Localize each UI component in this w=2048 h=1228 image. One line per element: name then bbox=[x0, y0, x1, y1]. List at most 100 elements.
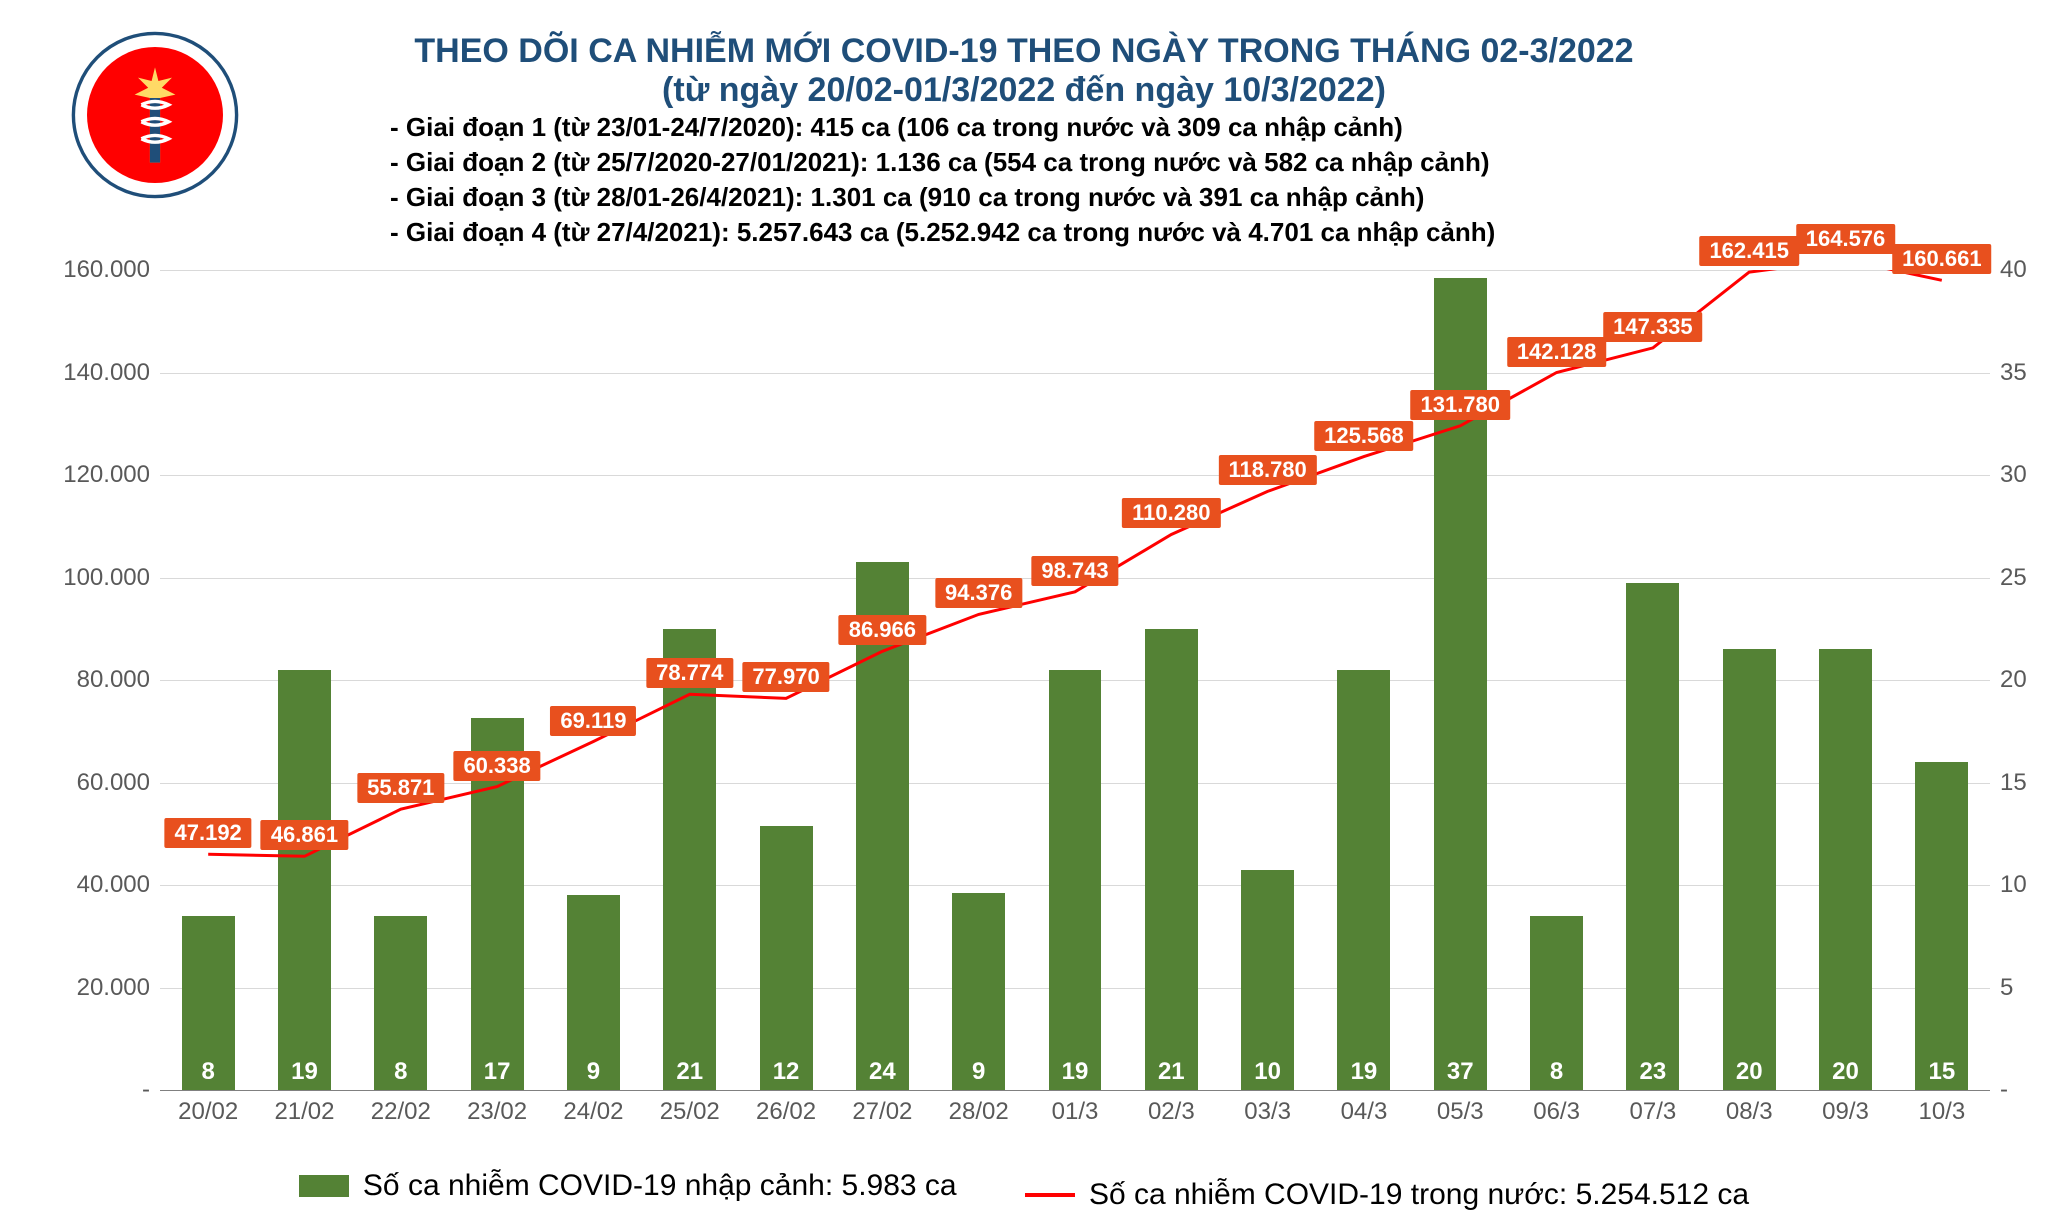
bar-value-label: 10 bbox=[1241, 1058, 1294, 1086]
y-right-tick-label: 10 bbox=[2000, 871, 2027, 899]
chart-plot-area: -20.00040.00060.00080.000100.000120.0001… bbox=[160, 270, 1990, 1090]
line-value-label: 164.576 bbox=[1796, 224, 1896, 254]
bar-value-label: 20 bbox=[1723, 1058, 1776, 1086]
bar-series: 8 19 8 17 9 21 12 24 9 19 21 10 19 37 8 23 20 20 15 bbox=[160, 270, 1990, 1090]
bar-value-label: 19 bbox=[1337, 1058, 1390, 1086]
y-left-tick-label: 120.000 bbox=[63, 461, 150, 489]
line-value-label: 160.661 bbox=[1892, 244, 1992, 274]
x-tick-label: 06/3 bbox=[1533, 1098, 1580, 1126]
x-tick-label: 08/3 bbox=[1726, 1098, 1773, 1126]
line-value-label: 147.335 bbox=[1603, 312, 1703, 342]
bar: 10 bbox=[1241, 870, 1294, 1090]
legend-bar-label: Số ca nhiễm COVID-19 nhập cảnh: 5.983 ca bbox=[363, 1169, 957, 1203]
line-value-label: 77.970 bbox=[742, 662, 829, 692]
legend-swatch-bar bbox=[299, 1175, 349, 1197]
line-value-label: 125.568 bbox=[1314, 421, 1414, 451]
x-tick-label: 01/3 bbox=[1052, 1098, 1099, 1126]
summary-note-line: - Giai đoạn 3 (từ 28/01-26/4/2021): 1.30… bbox=[390, 180, 1495, 215]
summary-note-line: - Giai đoạn 2 (từ 25/7/2020-27/01/2021):… bbox=[390, 145, 1495, 180]
bar-value-label: 21 bbox=[1145, 1058, 1198, 1086]
bar: 8 bbox=[182, 916, 235, 1090]
bar-value-label: 9 bbox=[567, 1058, 620, 1086]
x-tick-label: 24/02 bbox=[563, 1098, 623, 1126]
line-value-label: 55.871 bbox=[357, 773, 444, 803]
bar: 8 bbox=[374, 916, 427, 1090]
bar: 19 bbox=[1049, 670, 1102, 1090]
bar: 20 bbox=[1819, 649, 1872, 1090]
bar: 20 bbox=[1723, 649, 1776, 1090]
x-tick-label: 09/3 bbox=[1822, 1098, 1869, 1126]
line-value-label: 69.119 bbox=[550, 706, 636, 736]
line-value-label: 86.966 bbox=[839, 615, 926, 645]
line-value-label: 46.861 bbox=[261, 820, 348, 850]
summary-note-line: - Giai đoạn 4 (từ 27/4/2021): 5.257.643 … bbox=[390, 215, 1495, 250]
y-left-tick-label: 160.000 bbox=[63, 256, 150, 284]
chart-title-line2: (từ ngày 20/02-01/3/2022 đến ngày 10/3/2… bbox=[0, 71, 2048, 110]
y-right-tick-label: 40 bbox=[2000, 256, 2027, 284]
y-right-tick-label: 35 bbox=[2000, 359, 2027, 387]
line-value-label: 118.780 bbox=[1218, 455, 1316, 485]
bar-value-label: 37 bbox=[1434, 1058, 1487, 1086]
bar-value-label: 17 bbox=[471, 1058, 524, 1086]
bar-value-label: 9 bbox=[952, 1058, 1005, 1086]
bar: 23 bbox=[1626, 583, 1679, 1090]
line-value-label: 131.780 bbox=[1410, 390, 1510, 420]
y-left-tick-label: 140.000 bbox=[63, 359, 150, 387]
x-tick-label: 28/02 bbox=[949, 1098, 1009, 1126]
line-value-label: 162.415 bbox=[1699, 236, 1799, 266]
chart-title-line1: THEO DÕI CA NHIỄM MỚI COVID-19 THEO NGÀY… bbox=[0, 32, 2048, 71]
y-right-tick-label: 30 bbox=[2000, 461, 2027, 489]
chart-legend: Số ca nhiễm COVID-19 nhập cảnh: 5.983 ca… bbox=[0, 1169, 2048, 1212]
x-tick-label: 03/3 bbox=[1244, 1098, 1291, 1126]
line-value-label: 78.774 bbox=[646, 658, 733, 688]
x-tick-label: 04/3 bbox=[1341, 1098, 1388, 1126]
line-value-label: 110.280 bbox=[1122, 498, 1220, 528]
bar-value-label: 23 bbox=[1626, 1058, 1679, 1086]
chart-baseline bbox=[160, 1090, 1990, 1091]
x-tick-label: 05/3 bbox=[1437, 1098, 1484, 1126]
bar-value-label: 12 bbox=[760, 1058, 813, 1086]
legend-item-bars: Số ca nhiễm COVID-19 nhập cảnh: 5.983 ca bbox=[299, 1169, 957, 1203]
y-right-tick-label: 15 bbox=[2000, 769, 2027, 797]
line-value-label: 60.338 bbox=[453, 751, 540, 781]
y-left-tick-label: 60.000 bbox=[77, 769, 150, 797]
bar: 9 bbox=[567, 895, 620, 1090]
x-tick-label: 02/3 bbox=[1148, 1098, 1195, 1126]
y-right-tick-label: - bbox=[2000, 1076, 2008, 1104]
bar: 21 bbox=[1145, 629, 1198, 1090]
bar-value-label: 8 bbox=[182, 1058, 235, 1086]
bar: 12 bbox=[760, 826, 813, 1090]
bar-value-label: 21 bbox=[663, 1058, 716, 1086]
y-right-tick-label: 25 bbox=[2000, 564, 2027, 592]
y-axis-left: -20.00040.00060.00080.000100.000120.0001… bbox=[60, 270, 150, 1090]
summary-note-line: - Giai đoạn 1 (từ 23/01-24/7/2020): 415 … bbox=[390, 110, 1495, 145]
y-left-tick-label: 40.000 bbox=[77, 871, 150, 899]
x-tick-label: 27/02 bbox=[852, 1098, 912, 1126]
x-tick-label: 10/3 bbox=[1918, 1098, 1965, 1126]
x-tick-label: 23/02 bbox=[467, 1098, 527, 1126]
legend-line-label: Số ca nhiễm COVID-19 trong nước: 5.254.5… bbox=[1089, 1178, 1749, 1212]
line-value-label: 47.192 bbox=[165, 818, 252, 848]
line-value-label: 94.376 bbox=[935, 578, 1022, 608]
y-left-tick-label: - bbox=[142, 1076, 150, 1104]
summary-notes: - Giai đoạn 1 (từ 23/01-24/7/2020): 415 … bbox=[390, 110, 1495, 250]
y-left-tick-label: 100.000 bbox=[63, 564, 150, 592]
x-tick-label: 21/02 bbox=[274, 1098, 334, 1126]
bar-value-label: 8 bbox=[1530, 1058, 1583, 1086]
y-left-tick-label: 80.000 bbox=[77, 666, 150, 694]
line-value-label: 98.743 bbox=[1031, 556, 1118, 586]
bar-value-label: 19 bbox=[278, 1058, 331, 1086]
bar: 19 bbox=[278, 670, 331, 1090]
bar-value-label: 20 bbox=[1819, 1058, 1872, 1086]
bar-value-label: 15 bbox=[1915, 1058, 1968, 1086]
bar: 9 bbox=[952, 893, 1005, 1090]
bar-value-label: 24 bbox=[856, 1058, 909, 1086]
bar-value-label: 8 bbox=[374, 1058, 427, 1086]
x-tick-label: 20/02 bbox=[178, 1098, 238, 1126]
x-tick-label: 25/02 bbox=[660, 1098, 720, 1126]
bar: 19 bbox=[1337, 670, 1390, 1090]
x-tick-label: 22/02 bbox=[371, 1098, 431, 1126]
legend-swatch-line bbox=[1025, 1193, 1075, 1197]
y-right-tick-label: 20 bbox=[2000, 666, 2027, 694]
x-tick-label: 26/02 bbox=[756, 1098, 816, 1126]
